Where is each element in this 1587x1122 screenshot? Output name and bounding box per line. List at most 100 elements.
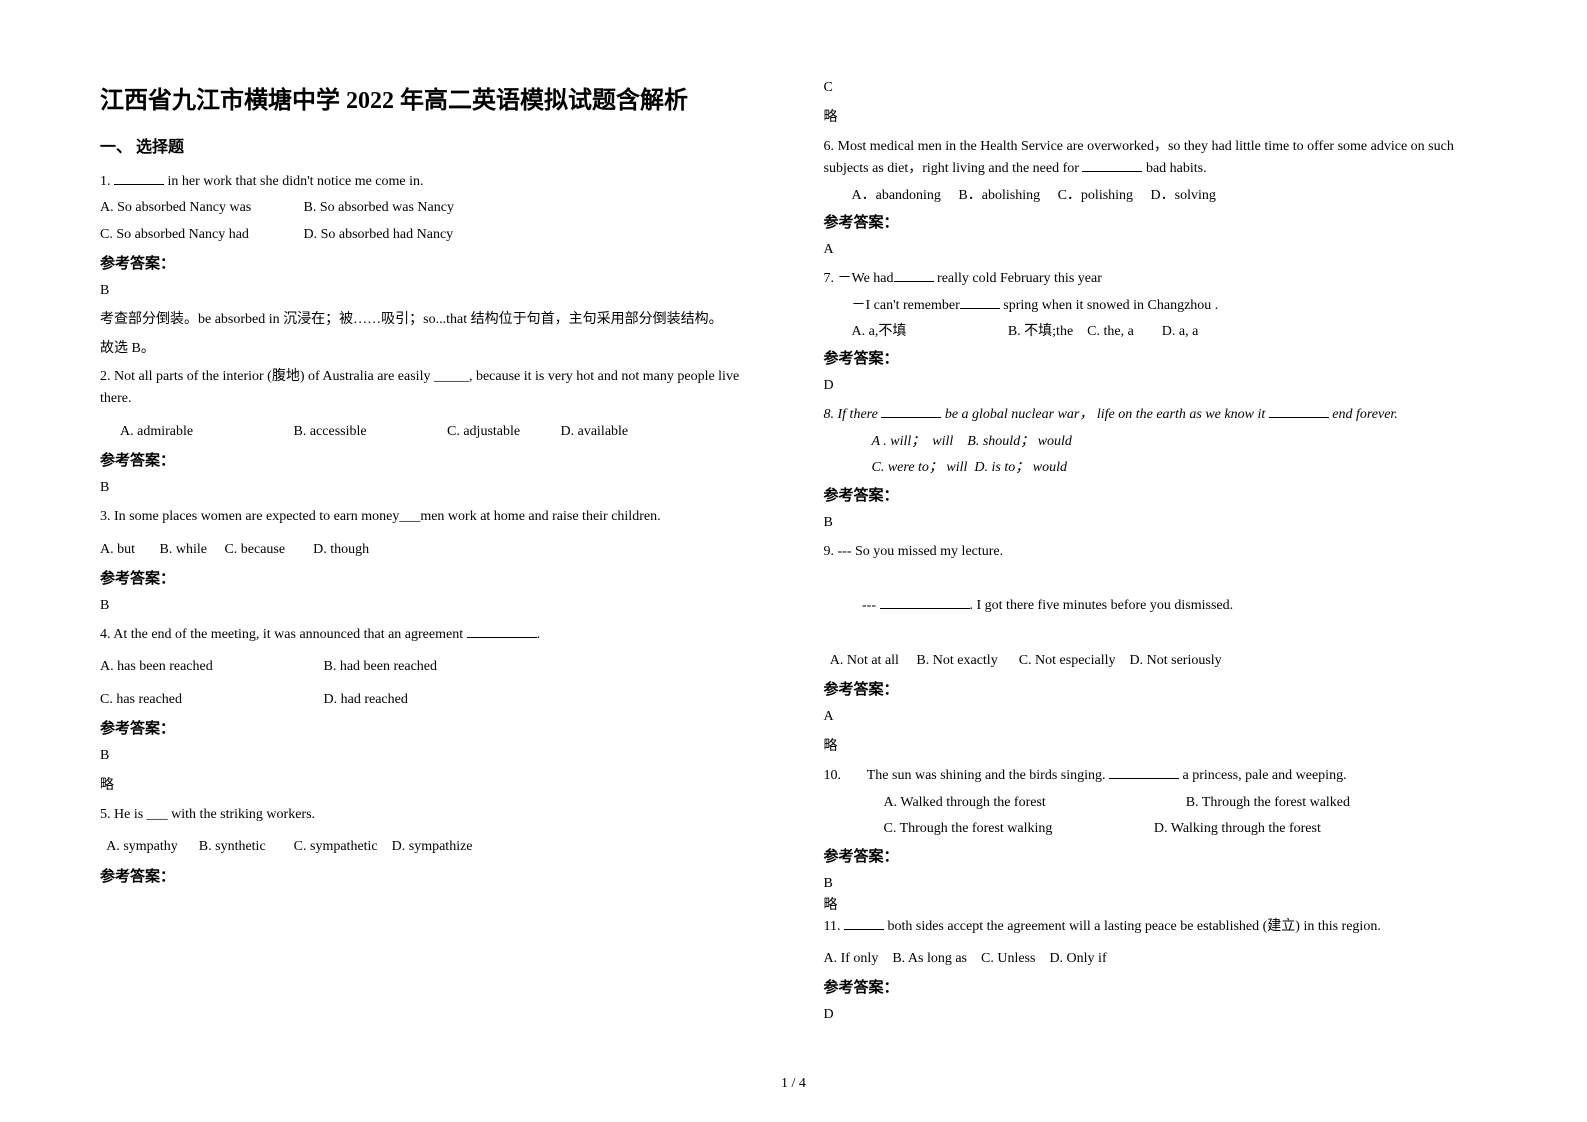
- q1-explanation-2: 故选 B。: [100, 338, 764, 360]
- q4-text-after: .: [537, 627, 541, 642]
- columns: 江西省九江市横塘中学 2022 年高二英语模拟试题含解析 一、 选择题 1. i…: [100, 80, 1487, 1066]
- blank: [1109, 766, 1179, 780]
- q11-stem: 11. both sides accept the agreement will…: [824, 916, 1488, 938]
- q8-a: 8. If there: [824, 407, 882, 422]
- page: 江西省九江市横塘中学 2022 年高二英语模拟试题含解析 一、 选择题 1. i…: [0, 0, 1587, 1122]
- q10-b: a princess, pale and weeping.: [1179, 768, 1347, 783]
- blank: [114, 171, 164, 185]
- q10-answer: B: [824, 876, 1488, 892]
- q10-optsCD: C. Through the forest walking D. Walking…: [824, 818, 1488, 840]
- blank: [844, 916, 884, 930]
- blank: [881, 405, 941, 419]
- q10-extra: 略: [824, 894, 1488, 914]
- blank: [1269, 405, 1329, 419]
- q1-explanation-1: 考查部分倒装。be absorbed in 沉浸在；被……吸引；so...tha…: [100, 309, 764, 331]
- q7-line1: 7. －We had really cold February this yea…: [824, 268, 1488, 290]
- q3-answer: B: [100, 598, 764, 614]
- blank: [894, 269, 934, 283]
- q9-opts: A. Not at all B. Not exactly C. Not espe…: [824, 650, 1488, 672]
- q7-opts: A. a,不填 B. 不填;the C. the, a D. a, a: [824, 321, 1488, 343]
- right-column: C 略 6. Most medical men in the Health Se…: [824, 80, 1488, 1066]
- q7-l1b: really cold February this year: [934, 271, 1102, 286]
- q5-opts: A. sympathy B. synthetic C. sympathetic …: [100, 836, 764, 858]
- q2-optA: A. admirable: [120, 421, 290, 443]
- q1-optC: C. So absorbed Nancy had: [100, 224, 300, 246]
- q1-optD: D. So absorbed had Nancy: [304, 224, 454, 246]
- q9-answer: A: [824, 709, 1488, 725]
- answer-label: 参考答案：: [824, 678, 1488, 699]
- q10-optsAB: A. Walked through the forest B. Through …: [824, 792, 1488, 814]
- answer-label: 参考答案：: [100, 717, 764, 738]
- q1-answer: B: [100, 283, 764, 299]
- q1-optA: A. So absorbed Nancy was: [100, 197, 300, 219]
- q7-line2: －I can't remember spring when it snowed …: [824, 295, 1488, 317]
- answer-label: 参考答案：: [100, 449, 764, 470]
- page-number: 1 / 4: [100, 1076, 1487, 1092]
- q11-a: 11.: [824, 919, 844, 934]
- q7-l2b: spring when it snowed in Changzhou .: [1000, 298, 1219, 313]
- q8-opts2: C. were to； will D. is to； would: [824, 457, 1488, 479]
- q3-stem: 3. In some places women are expected to …: [100, 506, 764, 528]
- q3-opts: A. but B. while C. because D. though: [100, 539, 764, 561]
- q8-c: end forever.: [1329, 407, 1398, 422]
- answer-label: 参考答案：: [824, 976, 1488, 997]
- q4-stem: 4. At the end of the meeting, it was ann…: [100, 624, 764, 646]
- q10-stem: 10. The sun was shining and the birds si…: [824, 765, 1488, 787]
- q1-text: in her work that she didn't notice me co…: [168, 174, 424, 189]
- q4-optA: A. has been reached: [100, 656, 320, 678]
- q1-opts-row1: A. So absorbed Nancy was B. So absorbed …: [100, 197, 764, 219]
- answer-label: 参考答案：: [824, 211, 1488, 232]
- blank: [960, 295, 1000, 309]
- q4-text-before: 4. At the end of the meeting, it was ann…: [100, 627, 467, 642]
- answer-label: 参考答案：: [100, 252, 764, 273]
- section-heading-1: 一、 选择题: [100, 133, 764, 157]
- answer-label: 参考答案：: [100, 865, 764, 886]
- q6-stem: 6. Most medical men in the Health Servic…: [824, 136, 1488, 181]
- left-column: 江西省九江市横塘中学 2022 年高二英语模拟试题含解析 一、 选择题 1. i…: [100, 80, 764, 1066]
- q6-answer: A: [824, 242, 1488, 258]
- q2-answer: B: [100, 480, 764, 496]
- q1-num: 1.: [100, 174, 111, 189]
- q11-answer: D: [824, 1007, 1488, 1023]
- q5-answer: C: [824, 80, 1488, 96]
- q1-stem: 1. in her work that she didn't notice me…: [100, 171, 764, 193]
- q9-line2: --- . I got there five minutes before yo…: [824, 573, 1488, 640]
- q1-opts-row2: C. So absorbed Nancy had D. So absorbed …: [100, 224, 764, 246]
- q4-optB: B. had been reached: [324, 656, 438, 678]
- q9-l2b: . I got there five minutes before you di…: [970, 598, 1234, 613]
- q4-opts-row1: A. has been reached B. had been reached: [100, 656, 764, 678]
- q9-line1: 9. --- So you missed my lecture.: [824, 541, 1488, 563]
- q2-optD: D. available: [561, 421, 629, 443]
- q8-b: be a global nuclear war， life on the ear…: [941, 407, 1268, 422]
- q5-extra: 略: [824, 106, 1488, 126]
- q11-b: both sides accept the agreement will a l…: [884, 919, 1381, 934]
- q4-opts-row2: C. has reached D. had reached: [100, 689, 764, 711]
- answer-label: 参考答案：: [824, 845, 1488, 866]
- q8-answer: B: [824, 515, 1488, 531]
- document-title: 江西省九江市横塘中学 2022 年高二英语模拟试题含解析: [100, 80, 764, 115]
- q2-opts: A. admirable B. accessible C. adjustable…: [100, 421, 764, 443]
- answer-label: 参考答案：: [824, 347, 1488, 368]
- q7-l1a: 7. －We had: [824, 271, 894, 286]
- blank: [880, 596, 970, 610]
- q2-optC: C. adjustable: [447, 421, 557, 443]
- q7-l2a: －I can't remember: [852, 298, 960, 313]
- answer-label: 参考答案：: [100, 567, 764, 588]
- q4-answer: B: [100, 748, 764, 764]
- q6-text-b: bad habits.: [1142, 161, 1206, 176]
- q11-opts: A. If only B. As long as C. Unless D. On…: [824, 948, 1488, 970]
- answer-label: 参考答案：: [824, 484, 1488, 505]
- q4-optC: C. has reached: [100, 689, 320, 711]
- q8-stem: 8. If there be a global nuclear war， lif…: [824, 404, 1488, 426]
- q1-optB: B. So absorbed was Nancy: [304, 197, 454, 219]
- q10-a: The sun was shining and the birds singin…: [867, 768, 1109, 783]
- q4-optD: D. had reached: [324, 689, 408, 711]
- q2-stem: 2. Not all parts of the interior (腹地) of…: [100, 366, 764, 411]
- q6-opts: A．abandoning B．abolishing C．polishing D．…: [824, 185, 1488, 207]
- q9-extra: 略: [824, 735, 1488, 755]
- blank: [1082, 159, 1142, 173]
- q9-l2a: ---: [852, 598, 880, 613]
- blank: [467, 624, 537, 638]
- q10-num: 10.: [824, 765, 864, 787]
- q5-stem: 5. He is ___ with the striking workers.: [100, 804, 764, 826]
